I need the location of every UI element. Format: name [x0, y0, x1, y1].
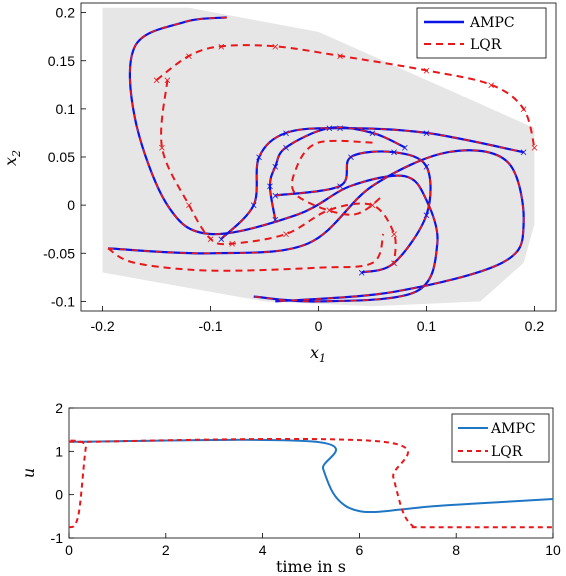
lqr-trajectory-3	[290, 139, 384, 216]
bottom-legend-ampc-label: AMPC	[490, 421, 536, 437]
ampc-marker: ×	[282, 143, 290, 154]
top-y-tick-label: -0.05	[43, 245, 75, 261]
lqr-marker: ×	[206, 234, 214, 245]
lqr-marker: ×	[368, 201, 376, 212]
top-trajectories: ×××× × ××××××× ××××× ×××××××× ×××××××××× ××× ××…	[107, 16, 539, 303]
bottom-x-tick-label: 10	[545, 542, 561, 558]
lqr-marker: ×	[390, 258, 398, 269]
bottom-y-tick-label: 1	[55, 443, 63, 459]
lqr-marker: ×	[217, 42, 225, 53]
lqr-marker: ×	[487, 80, 495, 91]
top-x-tick-label: 0.2	[525, 318, 545, 334]
ampc-marker: ×	[401, 143, 409, 154]
top-y-axis-label: x2	[1, 150, 23, 166]
lqr-trajectory-0	[156, 44, 536, 148]
phase-plot: ×××× × ××××××× ××××× ×××××××× ×××××××××× ××× ××…	[1, 2, 557, 365]
lqr-control-line	[66, 437, 554, 529]
lqr-overlay-trajectory-0	[129, 16, 439, 303]
ampc-marker: ×	[255, 153, 263, 164]
feasible-region	[102, 7, 535, 307]
ampc-marker: ×	[282, 128, 290, 139]
lqr-marker: ×	[152, 76, 160, 87]
bottom-x-tick-label: 4	[259, 542, 267, 558]
ampc-marker: ×	[336, 124, 344, 135]
bottom-y-tick-label: 2	[55, 400, 63, 416]
lqr-trajectory-1	[160, 79, 397, 263]
top-legend-lqr-label: LQR	[470, 37, 502, 53]
ampc-marker: ×	[217, 234, 225, 245]
ampc-marker: ×	[390, 148, 398, 159]
bottom-lines	[66, 437, 554, 529]
ampc-marker: ×	[422, 210, 430, 221]
ampc-marker: ×	[271, 215, 279, 226]
lqr-marker: ×	[422, 66, 430, 77]
lqr-marker: ×	[530, 143, 538, 154]
lqr-overlay-trajectory-1	[107, 149, 525, 303]
top-x-ticks: -0.2 -0.1 0 0.1 0.2	[91, 306, 545, 334]
bottom-x-tick-label: 8	[452, 542, 460, 558]
lqr-marker: ×	[519, 104, 527, 115]
lqr-trajectory-2	[107, 233, 385, 272]
lqr-marker: ×	[185, 201, 193, 212]
lqr-marker: ×	[163, 76, 171, 87]
bottom-legend: AMPC LQR	[451, 413, 550, 463]
bottom-x-axis-label: time in s	[276, 557, 346, 576]
top-x-tick-label: -0.1	[198, 318, 222, 334]
lqr-marker: ×	[271, 42, 279, 53]
top-x-axis-label: x1	[310, 343, 326, 365]
ampc-marker: ×	[271, 162, 279, 173]
lqr-marker: ×	[185, 51, 193, 62]
ampc-marker: ×	[336, 181, 344, 192]
top-legend-box	[416, 7, 547, 59]
top-legend: AMPC LQR	[416, 7, 547, 59]
bottom-legend-box	[451, 413, 550, 463]
top-y-tick-label: 0	[67, 197, 75, 213]
top-y-ticks: -0.1 -0.05 0 0.05 0.1 0.15 0.2	[43, 5, 86, 309]
lqr-marker: ×	[325, 205, 333, 216]
top-x-tick-label: 0.1	[417, 318, 437, 334]
bottom-y-ticks: -1 0 1 2	[51, 400, 74, 546]
ampc-marker: ×	[422, 162, 430, 173]
ampc-marker: ×	[347, 153, 355, 164]
bottom-x-ticks: 0 2 4 6 8 10	[65, 533, 561, 558]
ampc-marker: ×	[357, 268, 365, 279]
lqr-marker: ×	[282, 230, 290, 241]
bottom-y-tick-label: -1	[51, 530, 64, 546]
ampc-control-line	[68, 438, 554, 514]
ampc-marker: ×	[325, 124, 333, 135]
ampc-marker: ×	[368, 128, 376, 139]
top-y-tick-label: -0.1	[51, 293, 75, 309]
top-legend-ampc-label: AMPC	[469, 15, 515, 31]
lqr-marker: ×	[336, 51, 344, 62]
lqr-overlay-trajectory-3	[269, 126, 406, 220]
bottom-y-tick-label: 0	[55, 487, 63, 503]
ampc-marker: ×	[422, 128, 430, 139]
ampc-marker: ×	[250, 201, 258, 212]
lqr-overlay-trajectory-2	[220, 127, 524, 240]
top-y-tick-label: 0.05	[48, 149, 75, 165]
lqr-marker: ×	[390, 230, 398, 241]
lqr-overlay-trajectory-4	[275, 150, 432, 274]
lqr-marker: ×	[158, 143, 166, 154]
bottom-x-tick-label: 6	[356, 542, 364, 558]
lqr-marker: ×	[228, 239, 236, 250]
top-x-tick-label: -0.2	[91, 318, 115, 334]
ampc-marker: ×	[271, 191, 279, 202]
ampc-marker: ×	[390, 258, 398, 269]
bottom-legend-lqr-label: LQR	[491, 444, 523, 460]
bottom-x-tick-label: 0	[65, 542, 73, 558]
top-x-tick-label: 0	[315, 318, 323, 334]
ampc-marker: ×	[519, 148, 527, 159]
top-y-tick-label: 0.1	[56, 101, 76, 117]
ampc-marker: ×	[266, 181, 274, 192]
top-y-tick-label: 0.2	[56, 5, 76, 21]
bottom-x-tick-label: 2	[162, 542, 170, 558]
top-y-tick-label: 0.15	[48, 53, 75, 69]
bottom-y-axis-label: u	[19, 468, 38, 478]
